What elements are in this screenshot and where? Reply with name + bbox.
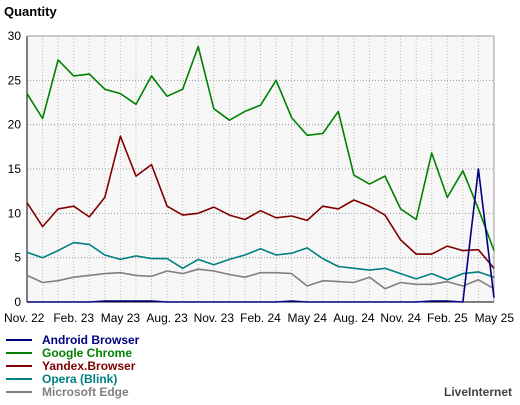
legend-swatch — [6, 377, 32, 380]
legend-label: Yandex.Browser — [42, 358, 136, 373]
x-tick-label: May 25 — [475, 311, 515, 325]
legend-swatch — [6, 351, 32, 354]
x-tick-label: Aug. 23 — [146, 311, 188, 325]
x-tick-labels: Nov. 22 Feb. 23 May 23 Aug. 23 Nov. 23 Feb. 2… — [4, 311, 514, 325]
legend-item: Opera (Blink) — [6, 371, 139, 386]
series-lines — [26, 45, 495, 303]
y-tick-label: 10 — [8, 206, 22, 220]
series-line-microsoft-edge — [26, 268, 495, 290]
y-tick-label: 25 — [8, 73, 22, 87]
legend-label: Opera (Blink) — [42, 371, 118, 386]
x-tick-label: May 24 — [288, 311, 328, 325]
x-tick-label: Aug. 24 — [333, 311, 375, 325]
x-tick-label: May 23 — [101, 311, 141, 325]
y-tick-label: 0 — [14, 295, 21, 309]
legend-item: Google Chrome — [6, 345, 139, 360]
series-line-android-browser — [27, 168, 495, 303]
grid — [26, 35, 495, 303]
x-tick-label: Nov. 23 — [194, 311, 235, 325]
x-tick-label: Nov. 24 — [380, 311, 421, 325]
credit-text: LiveInternet — [443, 385, 512, 399]
legend-item: Yandex.Browser — [6, 358, 139, 373]
series-line-yandex-browser — [26, 135, 495, 269]
x-tick-label: Feb. 25 — [427, 311, 468, 325]
x-tick-label: Nov. 22 — [4, 311, 45, 325]
legend-label: Android Browser — [42, 332, 140, 347]
y-tick-label: 15 — [8, 162, 22, 176]
legend-swatch — [6, 390, 32, 393]
legend-item: Android Browser — [6, 332, 140, 347]
legend-swatch — [6, 338, 32, 341]
y-tick-label: 30 — [8, 29, 22, 43]
y-tick-label: 20 — [8, 118, 22, 132]
y-tick-labels: 0 5 10 15 20 25 30 — [8, 29, 22, 309]
legend-label: Google Chrome — [42, 345, 133, 360]
series-line-opera-blink- — [26, 241, 495, 281]
y-tick-label: 5 — [14, 251, 21, 265]
series-line-google-chrome — [26, 45, 495, 251]
legend: Android Browser Google Chrome Yandex.Brows… — [6, 332, 140, 399]
y-axis-title: Quantity — [4, 4, 57, 19]
x-tick-label: Feb. 23 — [53, 311, 94, 325]
x-tick-label: Feb. 24 — [240, 311, 281, 325]
legend-label: Microsoft Edge — [42, 384, 129, 399]
legend-swatch — [6, 364, 32, 367]
legend-item: Microsoft Edge — [6, 384, 139, 399]
